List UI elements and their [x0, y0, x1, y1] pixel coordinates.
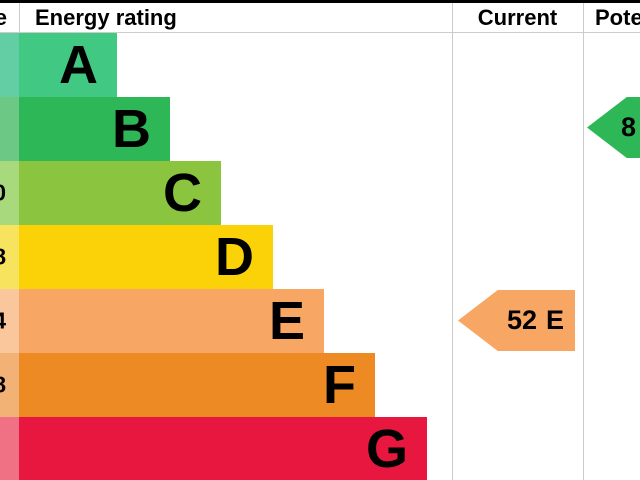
band-bar-b: B — [19, 97, 170, 161]
score-range-label: 69-80 — [0, 180, 6, 207]
current-column-header: Current — [477, 4, 558, 30]
band-row-e: 39-54 E — [0, 289, 640, 353]
score-column-header: Score — [0, 4, 7, 30]
band-row-c: 69-80 C — [0, 161, 640, 225]
band-bar-c: C — [19, 161, 221, 225]
band-letter-b: B — [112, 99, 151, 159]
band-letter-c: C — [163, 163, 202, 223]
band-row-f: 21-38 F — [0, 353, 640, 417]
band-letter-e: E — [268, 291, 305, 351]
potential-column-header: Potential — [595, 4, 640, 30]
table-top-border — [0, 0, 640, 3]
score-range-label: 39-54 — [0, 308, 6, 335]
score-cell-f: 21-38 — [0, 353, 19, 417]
band-letter-a: A — [59, 35, 98, 95]
band-bar-f: F — [19, 353, 375, 417]
score-cell-a: 92+ — [0, 33, 19, 97]
score-cell-c: 69-80 — [0, 161, 19, 225]
current-column-divider — [452, 3, 453, 480]
potential-rating-value: 8 — [621, 112, 637, 142]
score-cell-d: 55-68 — [0, 225, 19, 289]
score-range-label: 55-68 — [0, 244, 6, 271]
current-rating-letter: E — [546, 305, 565, 335]
current-rating-value: 52 — [506, 305, 538, 335]
band-rows: 92+ A 81-91 B 69-80 C 55-68 — [0, 33, 640, 480]
band-row-a: 92+ A — [0, 33, 640, 97]
band-row-b: 81-91 B — [0, 97, 640, 161]
score-range-label: 21-38 — [0, 372, 6, 399]
band-bar-d: D — [19, 225, 273, 289]
table-header: Score Energy rating Current Potential — [0, 3, 640, 33]
band-bar-a: A — [19, 33, 117, 97]
potential-column-divider — [583, 3, 584, 480]
band-letter-d: D — [215, 227, 254, 287]
band-row-d: 55-68 D — [0, 225, 640, 289]
band-bar-g: G — [19, 417, 427, 480]
score-cell-b: 81-91 — [0, 97, 19, 161]
score-cell-g: 1-20 — [0, 417, 19, 480]
band-letter-f: F — [323, 355, 356, 415]
band-letter-g: G — [365, 419, 408, 479]
energy-rating-column-header: Energy rating — [35, 4, 177, 30]
score-cell-e: 39-54 — [0, 289, 19, 353]
band-bar-e: E — [19, 289, 324, 353]
band-row-g: 1-20 G — [0, 417, 640, 480]
